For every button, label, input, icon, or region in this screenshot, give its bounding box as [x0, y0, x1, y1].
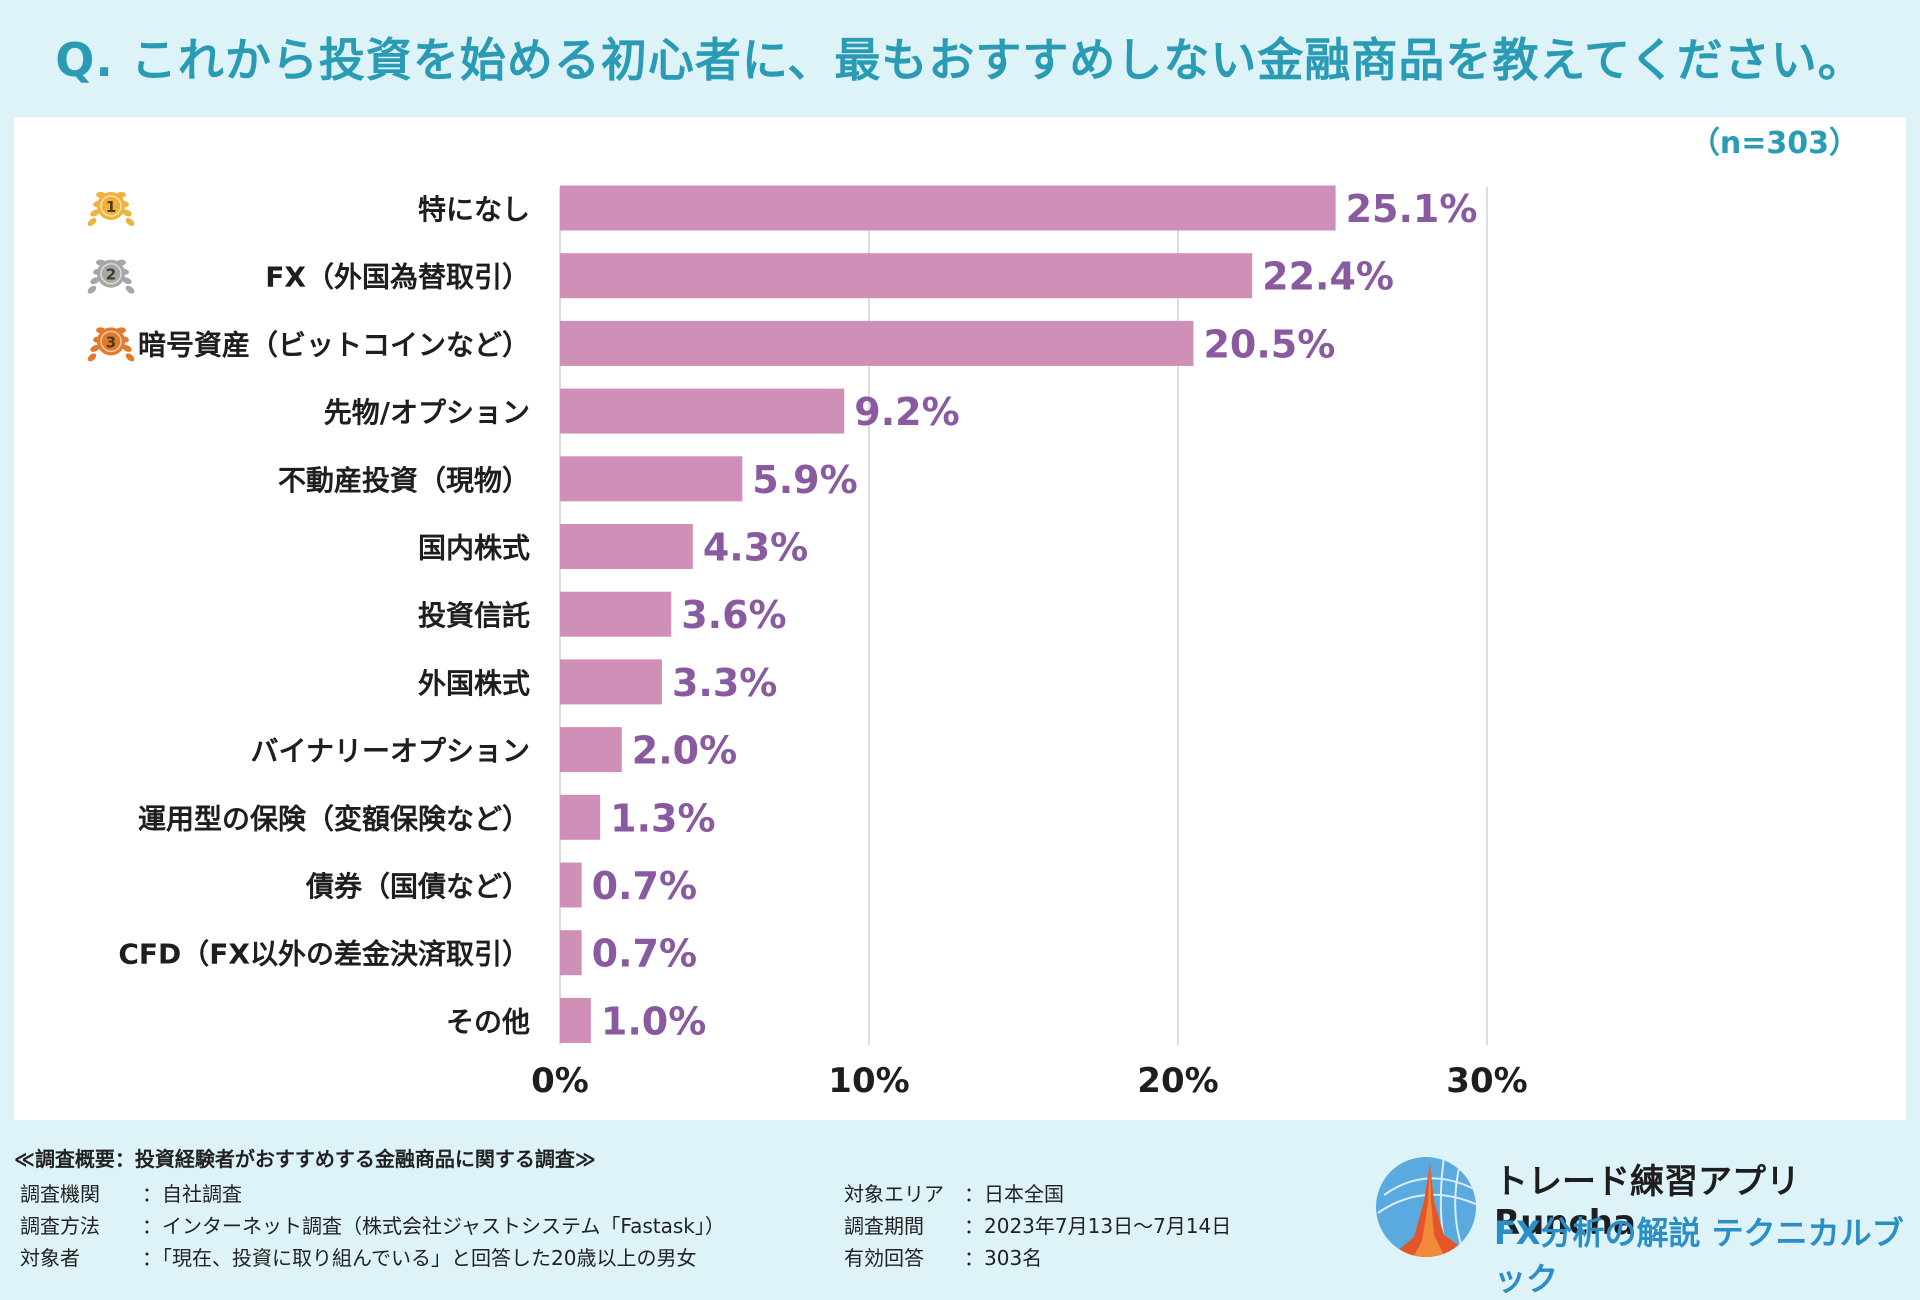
category-label: FX（外国為替取引）: [265, 261, 530, 294]
rank-number: 3: [106, 333, 116, 351]
bar: [560, 727, 622, 773]
bar-chart: （n=303） 25.1% 特になし 22.4% FX（外国為替取引） 20.5% 暗号資産…: [87, 126, 1859, 1101]
survey-value: ：2023年7月13日〜7月14日: [964, 1214, 1232, 1238]
brand-name: トレード練習アプリ Runcha: [1494, 1162, 1800, 1243]
runcha-logo-icon: [1376, 1157, 1476, 1257]
category-label: 運用型の保険（変額保険など）: [138, 802, 530, 835]
bar: [560, 524, 693, 569]
bar: [560, 253, 1253, 299]
survey-value: ：「現在、投資に取り組んでいる」と回答した20歳以上の男女: [142, 1246, 697, 1270]
data-label: 9.2%: [854, 390, 959, 434]
bar: [560, 591, 672, 637]
data-label: 0.7%: [592, 932, 697, 976]
survey-value: ：インターネット調査（株式会社ジャストシステム「Fastask」）: [142, 1214, 725, 1238]
survey-label: 有効回答: [844, 1246, 924, 1270]
x-tick-label: 0%: [531, 1061, 589, 1101]
rank-number: 1: [106, 198, 116, 216]
category-label: 外国株式: [418, 667, 530, 700]
data-label: 4.3%: [703, 526, 808, 570]
survey-left-row-1: 調査機関 ：自社調査: [20, 1178, 242, 1207]
chart-panel: （n=303） 25.1% 特になし 22.4% FX（外国為替取引） 20.5% 暗号資産…: [14, 117, 1906, 1120]
category-label: CFD（FX以外の差金決済取引）: [118, 938, 530, 971]
bar: [560, 388, 845, 434]
survey-label: 対象エリア: [844, 1182, 944, 1206]
survey-value: ：303名: [964, 1246, 1043, 1270]
bar: [560, 862, 582, 908]
brand-subtitle: FX分析の解説 テクニカルブック: [1494, 1214, 1904, 1298]
category-label: バイナリーオプション: [251, 735, 530, 768]
sample-size-label: （n=303）: [1690, 126, 1859, 161]
survey-right-row-3: 有効回答 ：303名: [844, 1242, 1042, 1271]
bar: [560, 930, 582, 976]
category-label: 暗号資産（ビットコインなど）: [138, 328, 530, 361]
bar: [560, 794, 601, 840]
data-label: 5.9%: [752, 458, 857, 502]
bar: [560, 997, 591, 1043]
survey-value: ：自社調査: [142, 1182, 242, 1206]
data-label: 2.0%: [632, 729, 737, 773]
page-title: Q. これから投資を始める初心者に、最もおすすめしない金融商品を教えてください。: [55, 33, 1865, 87]
survey-right-row-2: 調査期間 ：2023年7月13日〜7月14日: [844, 1210, 1231, 1239]
survey-value: ：日本全国: [964, 1182, 1064, 1206]
x-tick-label: 10%: [828, 1061, 909, 1101]
survey-label: 調査期間: [844, 1214, 924, 1238]
survey-header: ≪調査概要：投資経験者がおすすめする金融商品に関する調査≫: [14, 1147, 596, 1171]
x-tick-label: 20%: [1137, 1061, 1218, 1101]
data-label: 22.4%: [1262, 255, 1394, 299]
category-label: 国内株式: [418, 532, 530, 565]
category-label: 不動産投資（現物）: [278, 464, 530, 497]
bar: [560, 456, 743, 502]
data-label: 1.3%: [610, 796, 715, 840]
data-label: 20.5%: [1203, 322, 1335, 366]
bronze-medal-icon: 3: [87, 327, 135, 362]
x-tick-label: 30%: [1446, 1061, 1527, 1101]
category-label: 先物/オプション: [324, 396, 530, 429]
data-label: 3.6%: [681, 593, 786, 637]
rank-number: 2: [106, 266, 116, 284]
category-label: 債券（国債など）: [305, 870, 530, 903]
category-label: 特になし: [418, 193, 530, 226]
survey-left-row-2: 調査方法 ：インターネット調査（株式会社ジャストシステム「Fastask」）: [20, 1210, 725, 1239]
data-label: 3.3%: [672, 661, 777, 705]
data-label: 1.0%: [601, 999, 706, 1043]
category-label: 投資信託: [418, 599, 530, 632]
gold-medal-icon: 1: [87, 191, 135, 226]
survey-label: 調査機関: [20, 1182, 100, 1206]
survey-label: 対象者: [20, 1246, 80, 1270]
survey-left-row-3: 対象者 ：「現在、投資に取り組んでいる」と回答した20歳以上の男女: [20, 1242, 696, 1271]
data-label: 25.1%: [1346, 187, 1478, 231]
data-label: 0.7%: [592, 864, 697, 908]
bar: [560, 659, 662, 705]
bar: [560, 320, 1194, 366]
bar: [560, 185, 1336, 231]
category-label: その他: [446, 1005, 530, 1038]
silver-medal-icon: 2: [87, 259, 135, 294]
survey-label: 調査方法: [20, 1214, 100, 1238]
survey-right-row-1: 対象エリア ：日本全国: [844, 1178, 1064, 1207]
